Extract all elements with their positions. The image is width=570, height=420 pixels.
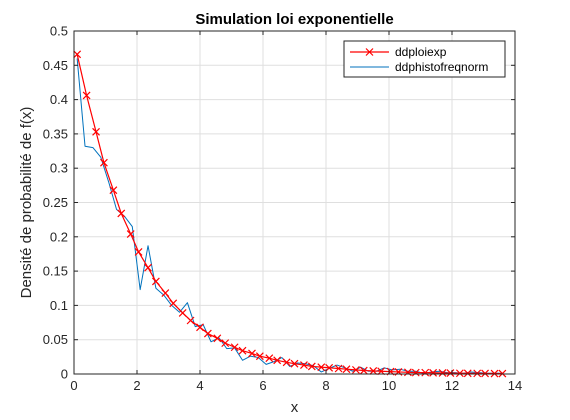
data-point-marker	[446, 369, 455, 378]
data-point-marker	[473, 369, 482, 378]
y-axis-label: Densité de probabilité de f(x)	[18, 107, 35, 299]
data-point-marker	[369, 366, 378, 375]
y-tick-label: 0.35	[43, 126, 68, 141]
data-point-marker	[151, 277, 160, 286]
data-point-marker	[186, 316, 195, 325]
legend: ddploiexp ddphistofreqnorm	[343, 40, 506, 78]
data-point-marker	[282, 358, 291, 367]
x-tick-label: 4	[196, 378, 203, 393]
data-point-marker	[429, 368, 438, 377]
x-tick-label: 6	[259, 378, 266, 393]
data-point-marker	[317, 363, 326, 372]
data-point-marker	[300, 361, 308, 370]
data-point-marker	[213, 334, 222, 343]
axis-ticks: 0 2 4 6 8 10 12 14 0 0.05 0.1 0.15 0.2 0.25 0.3 0.35 0.4…	[43, 24, 523, 394]
data-point-marker	[134, 247, 143, 256]
x-tick-label: 14	[508, 378, 522, 393]
data-point-marker	[109, 186, 118, 195]
data-point-marker	[73, 50, 82, 59]
data-point-marker	[273, 356, 282, 365]
y-tick-label: 0.1	[50, 298, 68, 313]
x-tick-label: 12	[445, 378, 459, 393]
data-point-marker	[100, 158, 108, 167]
y-tick-label: 0.05	[43, 332, 68, 347]
data-point-marker	[455, 369, 464, 378]
data-point-marker	[92, 127, 100, 136]
series-layer	[73, 50, 507, 378]
x-axis-label: x	[291, 399, 299, 416]
data-point-marker	[265, 354, 274, 363]
x-tick-label: 0	[70, 378, 77, 393]
data-point-marker	[359, 366, 368, 375]
data-point-marker	[144, 263, 152, 272]
legend-x-marker	[365, 48, 374, 56]
data-point-marker	[178, 309, 187, 317]
data-point-marker	[117, 209, 126, 218]
data-point-marker	[421, 368, 430, 377]
chart-title: Simulation loi exponentielle	[195, 11, 393, 28]
y-tick-label: 0	[61, 367, 68, 382]
y-tick-label: 0.2	[50, 229, 68, 244]
x-tick-label: 8	[322, 378, 329, 393]
legend-box	[343, 40, 506, 78]
data-point-marker	[352, 365, 360, 374]
data-point-marker	[169, 299, 178, 308]
data-point-marker	[481, 369, 489, 378]
data-point-marker	[255, 352, 264, 361]
y-tick-label: 0.15	[43, 264, 68, 279]
data-point-marker	[161, 289, 170, 297]
legend-marker-x-icon	[365, 48, 374, 56]
data-point-marker	[411, 368, 420, 377]
data-point-marker	[221, 339, 230, 348]
x-tick-label: 10	[382, 378, 396, 393]
legend-entry-ddploiexp: ddploiexp	[395, 45, 447, 59]
y-tick-label: 0.5	[50, 24, 68, 39]
x-tick-label: 2	[133, 378, 140, 393]
y-tick-label: 0.45	[43, 58, 68, 73]
data-point-marker	[403, 368, 412, 377]
series-ddploiexp	[73, 50, 507, 378]
data-point-marker	[230, 343, 239, 352]
legend-entry-ddphistofreqnorm: ddphistofreqnorm	[395, 60, 488, 74]
data-point-marker	[325, 363, 334, 372]
data-point-marker	[290, 359, 299, 368]
series-line-ddploiexp	[76, 54, 503, 375]
data-point-marker	[238, 346, 247, 355]
data-point-marker	[438, 369, 447, 377]
y-tick-label: 0.4	[50, 92, 68, 107]
data-point-marker	[248, 349, 256, 358]
data-point-marker	[82, 91, 91, 100]
data-point-marker	[126, 230, 135, 238]
data-point-marker	[463, 369, 472, 378]
data-point-marker	[307, 362, 316, 371]
data-point-marker	[334, 364, 343, 373]
y-tick-label: 0.3	[50, 161, 68, 176]
data-point-marker	[342, 365, 351, 374]
y-tick-label: 0.25	[43, 195, 68, 210]
data-point-marker	[196, 323, 204, 332]
data-point-marker	[203, 329, 212, 338]
